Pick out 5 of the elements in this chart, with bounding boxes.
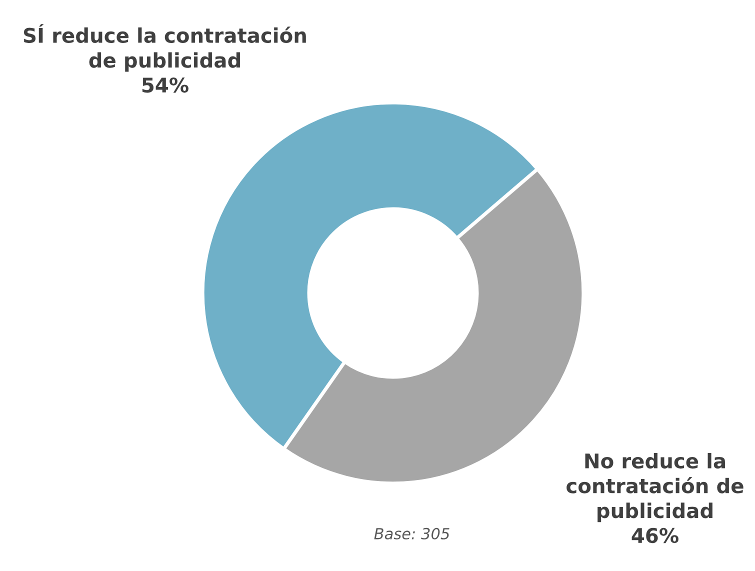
text: Base: 305: [374, 528, 450, 540]
slice-label: SÍ reduce la contratación de publicidad: [24, 24, 306, 72]
data-label: 54%: [142, 77, 188, 93]
data-label: 46%: [632, 528, 678, 544]
slice-label: No reduce la contratación de publicidad: [566, 452, 744, 522]
